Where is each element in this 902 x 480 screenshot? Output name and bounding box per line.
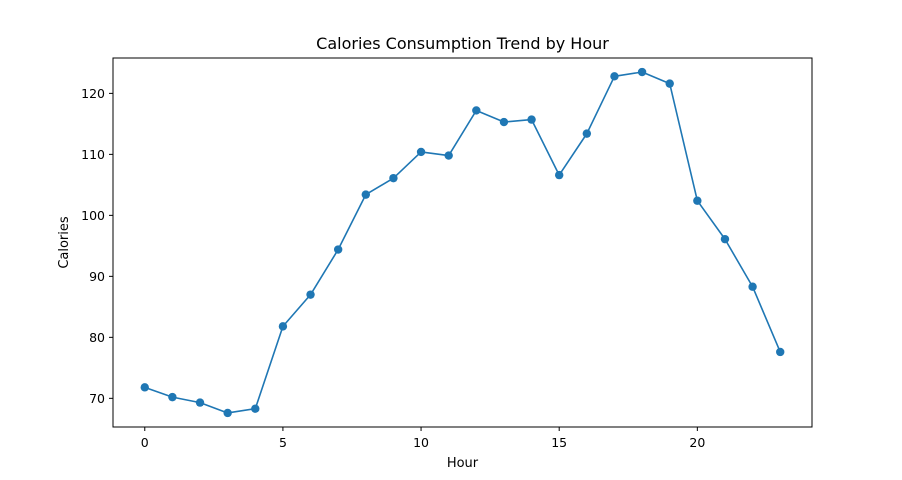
y-tick-label: 80 [89,330,105,345]
data-point [665,79,674,88]
x-tick-label: 10 [413,435,429,450]
y-tick-label: 110 [81,147,105,162]
plot-frame [112,57,813,428]
data-point [333,245,343,254]
data-point [693,196,702,205]
x-tick-label: 5 [279,435,287,450]
y-axis-ticks: 70 80 90 100 110 120 [81,86,113,406]
data-point [251,404,260,413]
data-point [223,408,232,418]
plot-series [140,67,785,418]
data-point [527,115,536,124]
series-line [144,71,781,414]
data-point [306,290,315,299]
y-tick-label: 70 [89,391,105,406]
x-tick-label: 15 [551,435,567,450]
x-tick-label: 0 [141,435,149,450]
data-point [140,383,149,392]
data-point [278,322,288,331]
data-point [195,398,205,407]
data-point [389,173,398,183]
y-tick-label: 120 [81,86,105,101]
y-tick-label: 90 [89,269,105,284]
data-point [361,190,371,199]
data-point [416,147,426,157]
data-point [554,170,564,180]
data-point [720,234,730,244]
data-point [499,117,509,127]
y-axis-label: Calories [57,216,72,269]
x-axis-label: Hour [447,456,479,471]
data-point [472,106,481,115]
x-tick-label: 20 [689,435,705,450]
x-axis-ticks: 0 5 10 15 20 [141,427,705,450]
data-point [168,392,177,402]
data-point [776,347,785,357]
data-point [610,72,619,81]
data-point [637,67,647,77]
y-tick-label: 100 [81,208,105,223]
data-point [582,129,592,138]
data-point [748,282,757,291]
data-point [444,151,453,160]
chart-title: Calories Consumption Trend by Hour [316,34,609,53]
